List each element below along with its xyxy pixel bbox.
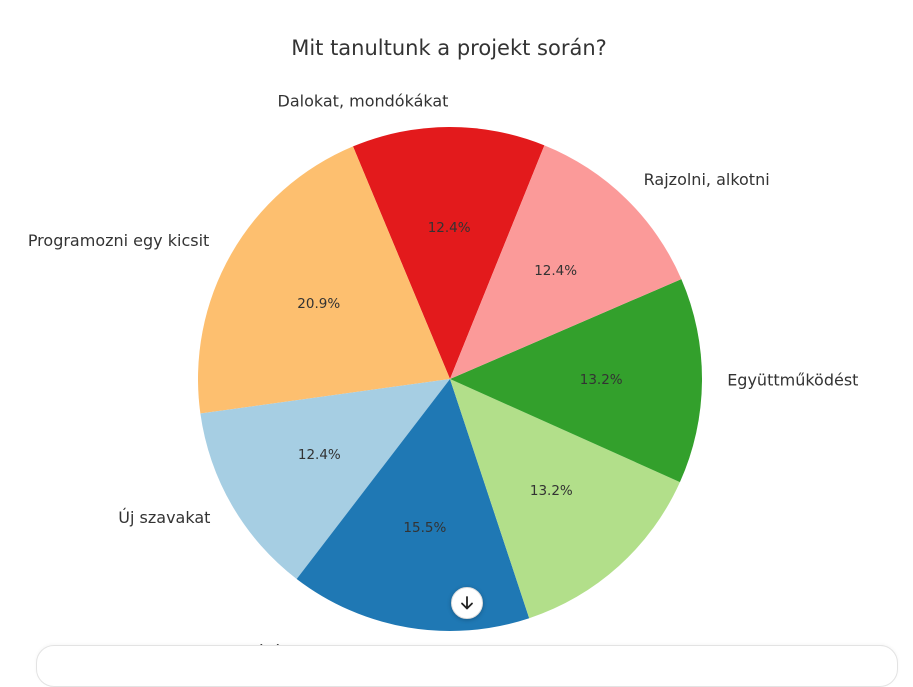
chart-title: Mit tanultunk a projekt során? xyxy=(291,36,607,60)
pie-slice-0 xyxy=(352,127,545,379)
slice-label-2: Új szavakat xyxy=(118,508,210,527)
pct-label-2: 12.4% xyxy=(298,447,341,463)
scroll-down-button[interactable] xyxy=(451,587,483,619)
pct-label-4: 13.2% xyxy=(530,483,573,499)
pie-slice-3 xyxy=(296,379,530,631)
slice-label-0: Dalokat, mondókákat xyxy=(278,91,449,110)
pie-slice-2 xyxy=(200,379,450,579)
pie-slice-1 xyxy=(197,146,450,414)
pie-slice-6 xyxy=(450,145,682,379)
arrow-down-icon xyxy=(461,596,473,610)
pie-slice-4 xyxy=(450,379,680,619)
slice-label-1: Programozni egy kicsit xyxy=(28,231,209,250)
pct-label-6: 12.4% xyxy=(534,263,577,279)
slice-label-6: Rajzolni, alkotni xyxy=(644,170,770,189)
pct-label-1: 20.9% xyxy=(297,296,340,312)
pie-chart: Mit tanultunk a projekt során? 12.4% 20.9… xyxy=(28,36,859,661)
slice-label-5: Együttműködést xyxy=(727,370,858,389)
pie-slice-5 xyxy=(450,279,703,483)
pct-label-0: 12.4% xyxy=(428,220,471,236)
pct-label-5: 13.2% xyxy=(580,372,623,388)
pct-label-3: 15.5% xyxy=(403,520,446,536)
message-input-panel[interactable] xyxy=(36,645,898,687)
